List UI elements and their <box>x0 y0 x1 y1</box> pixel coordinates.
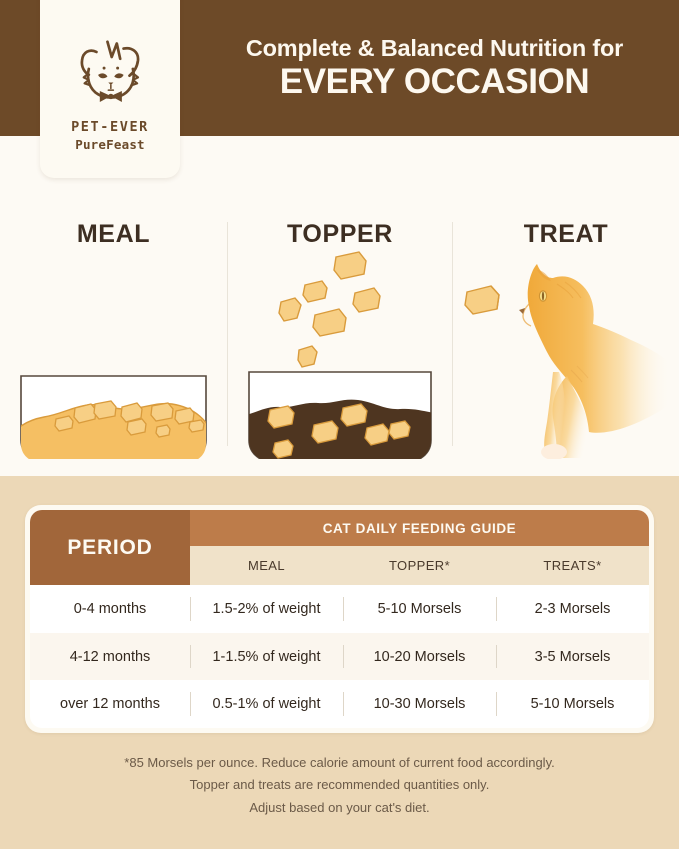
header-subtitle: Complete & Balanced Nutrition for <box>245 35 624 62</box>
cat-with-morsel-icon <box>453 244 679 460</box>
cat-head-bowtie-icon <box>67 35 153 113</box>
cell-meal: 1.5-2% of weight <box>190 585 343 633</box>
header-title: EVERY OCCASION <box>279 62 590 102</box>
usage-divider-1 <box>227 222 228 446</box>
usage-divider-2 <box>452 222 453 446</box>
footnote-line-1: *85 Morsels per ounce. Reduce calorie am… <box>124 755 555 770</box>
bowl-of-kibble-icon <box>0 244 227 466</box>
table-row: over 12 months 0.5-1% of weight 10-30 Mo… <box>30 680 649 728</box>
table-subheader-treats: TREATS* <box>543 558 602 573</box>
usage-section: MEAL <box>0 136 679 476</box>
feeding-guide-table: PERIOD CAT DAILY FEEDING GUIDE MEAL TOPP… <box>25 505 654 733</box>
footnote-line-2: Topper and treats are recommended quanti… <box>189 777 490 793</box>
cell-topper: 5-10 Morsels <box>343 585 496 633</box>
brand-logo-card: PET-EVER PureFeast <box>40 0 180 178</box>
table-subheader-topper: TOPPER* <box>388 558 451 573</box>
treat-morsel-icon <box>464 285 500 315</box>
usage-title-topper: TOPPER <box>287 220 393 248</box>
cell-topper: 10-20 Morsels <box>343 633 496 681</box>
usage-column-meal: MEAL <box>0 136 227 476</box>
footnote: *85 Morsels per ounce. Reduce calorie am… <box>0 752 679 819</box>
usage-title-meal: MEAL <box>76 220 151 248</box>
usage-column-treat: TREAT <box>453 136 679 476</box>
cell-treats: 5-10 Morsels <box>496 680 649 728</box>
table-row: 4-12 months 1-1.5% of weight 10-20 Morse… <box>30 632 649 681</box>
table-header-period: PERIOD <box>30 510 190 585</box>
cell-meal: 1-1.5% of weight <box>190 633 343 681</box>
cell-period: 4-12 months <box>69 648 151 665</box>
table-header: PERIOD CAT DAILY FEEDING GUIDE MEAL TOPP… <box>30 510 649 585</box>
cell-period: 0-4 months <box>73 600 147 617</box>
logo-wordmark: PET-EVER <box>71 119 149 135</box>
usage-title-treat: TREAT <box>523 220 609 248</box>
cell-topper: 10-30 Morsels <box>343 680 496 728</box>
table-row: 0-4 months 1.5-2% of weight 5-10 Morsels… <box>30 585 649 633</box>
footnote-line-3: Adjust based on your cat's diet. <box>249 799 430 815</box>
cell-treats: 3-5 Morsels <box>496 633 649 681</box>
bowl-with-falling-morsels-icon <box>228 244 452 466</box>
table-header-guide: CAT DAILY FEEDING GUIDE <box>190 510 649 546</box>
cell-treats: 2-3 Morsels <box>496 585 649 633</box>
usage-column-topper: TOPPER <box>228 136 452 476</box>
header-headline-group: Complete & Balanced Nutrition for EVERY … <box>190 0 679 136</box>
table-body: 0-4 months 1.5-2% of weight 5-10 Morsels… <box>30 585 649 728</box>
cell-period: over 12 months <box>60 696 160 713</box>
cell-meal: 0.5-1% of weight <box>190 680 343 728</box>
logo-subwordmark: PureFeast <box>75 137 145 152</box>
table-subheader-meal: MEAL <box>247 558 285 573</box>
